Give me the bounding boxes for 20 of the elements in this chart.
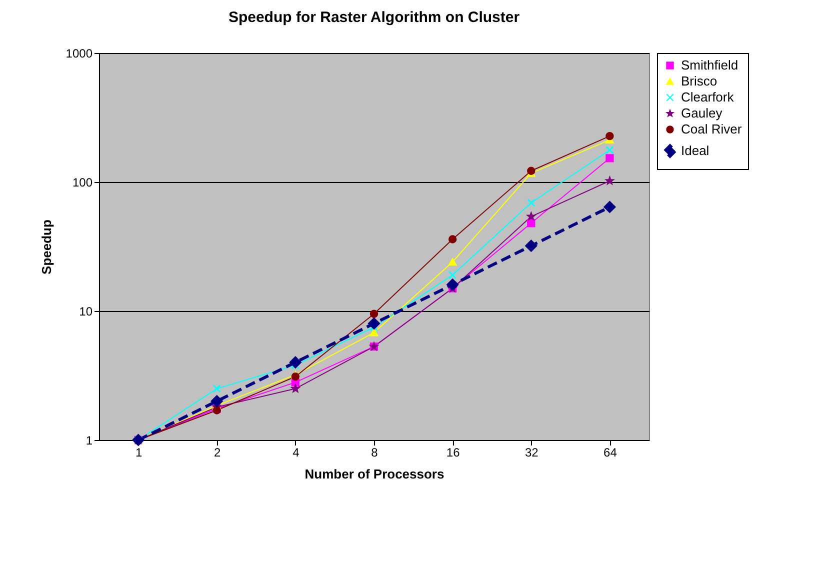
x-tick-label: 32 <box>524 446 539 460</box>
legend-label: Smithfield <box>681 58 738 72</box>
x-axis-title: Number of Processors <box>304 466 444 482</box>
legend-label: Ideal <box>681 143 710 158</box>
x-tick-label: 2 <box>214 446 222 460</box>
x-tick-label: 64 <box>604 446 618 460</box>
legend-label: Clearfork <box>681 90 734 104</box>
x-tick-label: 16 <box>446 446 460 460</box>
legend-label: Coal River <box>681 122 742 136</box>
legend-label: Gauley <box>681 106 723 120</box>
x-tick-label: 4 <box>292 446 300 460</box>
y-tick-label: 1 <box>86 434 93 448</box>
y-tick-label: 100 <box>72 176 93 190</box>
y-axis-title: Speedup <box>38 220 54 274</box>
y-tick-label: 1000 <box>66 46 93 60</box>
x-tick-label: 1 <box>135 446 142 460</box>
chart-title: Speedup for Raster Algorithm on Cluster <box>228 9 520 26</box>
x-tick-label: 8 <box>371 446 378 460</box>
legend-label: Brisco <box>681 74 718 88</box>
y-tick-label: 10 <box>79 304 93 318</box>
